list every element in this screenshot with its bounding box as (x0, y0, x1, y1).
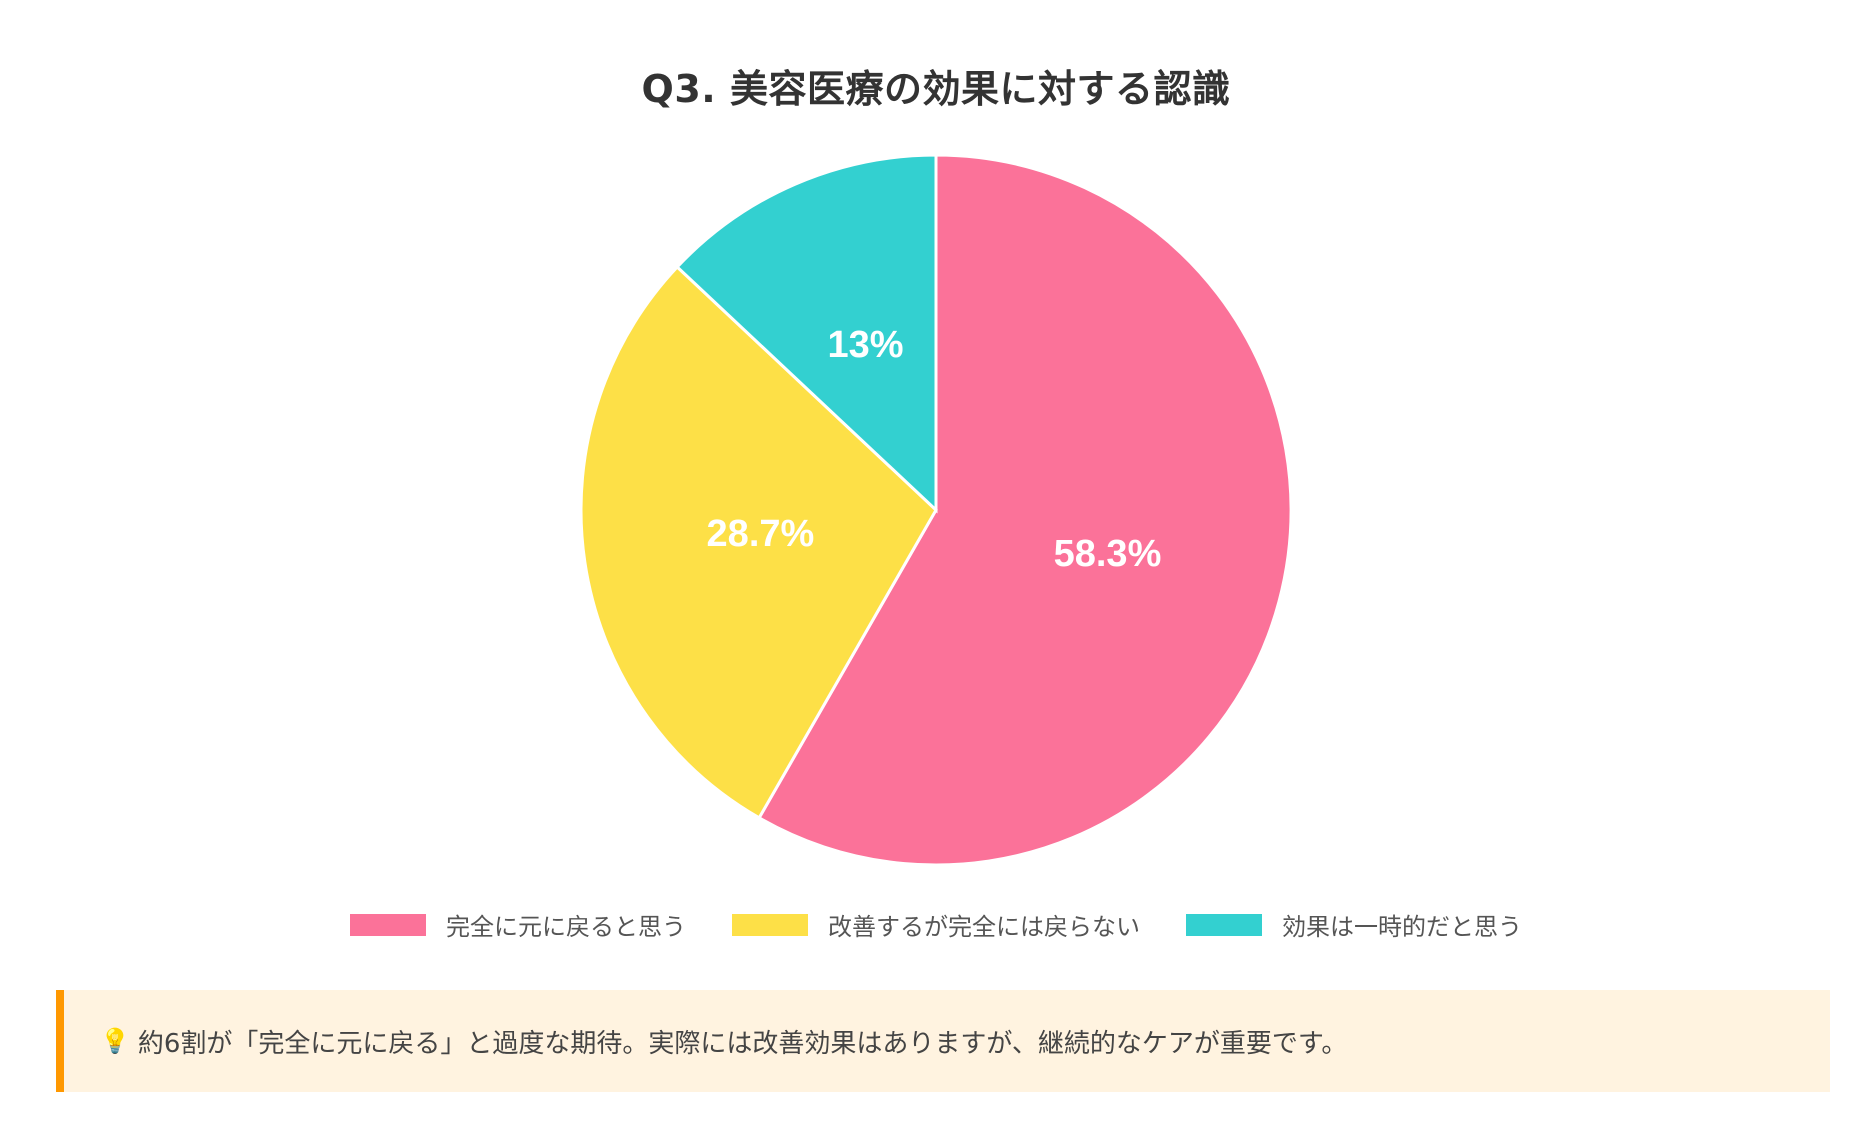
pie-slice-temporary-effect[interactable] (675, 153, 938, 514)
lightbulb-icon: 💡 (100, 1027, 130, 1055)
legend-item-full-recovery[interactable]: 完全に元に戻ると思う (350, 907, 686, 942)
legend-swatch (732, 913, 808, 936)
slice-value-label-full-recovery: 58.3% (1054, 533, 1162, 575)
legend-item-temporary-effect[interactable]: 効果は一時的だと思う (1186, 907, 1522, 942)
legend-swatch (1186, 913, 1262, 936)
insight-text: 約6割が「完全に元に戻る」と過度な期待。実際には改善効果はありますが、継続的なケ… (137, 1028, 1348, 1059)
legend-label: 完全に元に戻ると思う (446, 913, 686, 941)
insight-callout: 💡 約6割が「完全に元に戻る」と過度な期待。実際には改善効果はありますが、継続的… (56, 990, 1830, 1092)
chart-title: Q3. 美容医療の効果に対する認識 (641, 67, 1231, 111)
legend-label: 改善するが完全には戻らない (828, 913, 1140, 941)
pie-chart: 58.3% 28.7% 13% (579, 153, 1293, 867)
legend-label: 効果は一時的だと思う (1282, 913, 1522, 941)
pie-slice-partial-improvement[interactable] (579, 264, 938, 820)
slice-value-label-temporary-effect: 13% (827, 324, 903, 366)
legend-swatch (350, 913, 426, 936)
legend-item-partial-improvement[interactable]: 改善するが完全には戻らない (732, 907, 1140, 942)
pie-slice-full-recovery[interactable] (757, 153, 1293, 867)
slice-value-label-partial-improvement: 28.7% (707, 513, 815, 555)
chart-legend: 完全に元に戻ると思う 改善するが完全には戻らない 効果は一時的だと思う (0, 907, 1872, 942)
